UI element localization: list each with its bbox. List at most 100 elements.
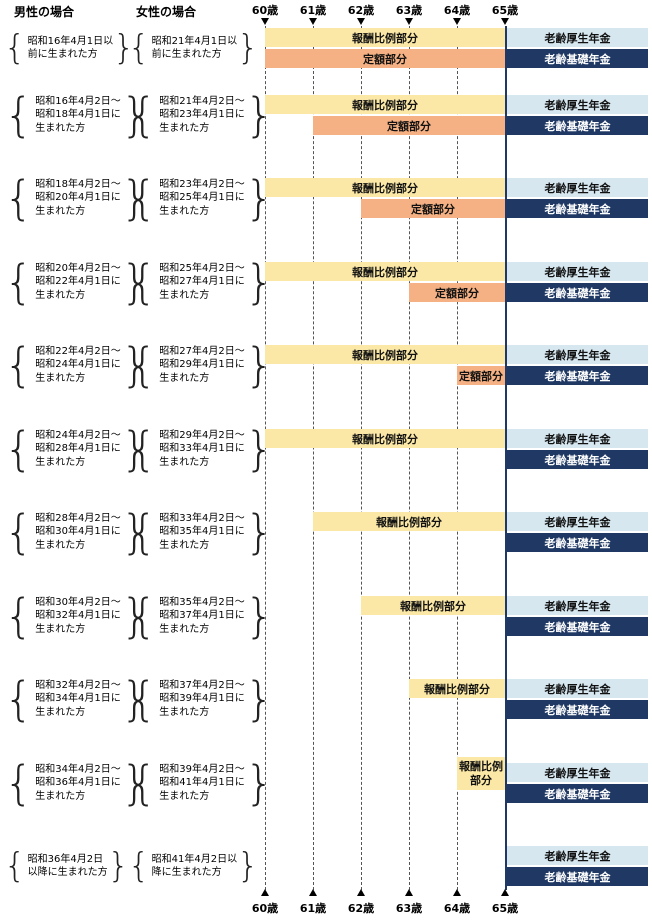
left-brace: { [4,846,26,886]
age-label-top: 61歳 [299,4,327,17]
male-cohort: { 昭和18年4月2日〜 昭和20年4月1日に 生まれた方 } [4,171,150,225]
basic-pension-bar: 老齢基礎年金 [507,450,648,469]
male-cohort: { 昭和16年4月2日〜 昭和18年4月1日に 生まれた方 } [4,88,150,142]
fixed-portion-label: 定額部分 [363,52,407,66]
left-brace: { [128,88,158,142]
employees-pension-label: 老齢厚生年金 [544,31,611,45]
female-cohort: { 昭和21年4月2日〜 昭和23年4月1日に 生まれた方 } [128,88,274,142]
age-gridline [265,26,266,890]
basic-pension-label: 老齢基礎年金 [544,787,611,801]
female-column-header: 女性の場合 [136,5,197,19]
triangle-up-icon [260,889,269,896]
female-cohort: { 昭和21年4月1日以 前に生まれた方 } [128,31,259,65]
earnings-portion-bar: 報酬比例部分 [265,95,505,114]
earnings-portion-label: 報酬比例部分 [352,31,418,45]
left-brace: { [4,171,34,225]
female-cohort-label: 昭和41年4月2日以 降に生まれた方 [151,853,238,878]
cohort-row: { 昭和30年4月2日〜 昭和32年4月1日に 生まれた方 } { 昭和35年4… [0,589,652,643]
left-brace: { [4,756,34,810]
male-cohort-label: 昭和36年4月2日 以降に生まれた方 [27,853,108,878]
male-cohort: { 昭和34年4月2日〜 昭和36年4月1日に 生まれた方 } [4,756,150,810]
triangle-down-icon [260,18,269,25]
female-cohort-label: 昭和21年4月2日〜 昭和23年4月1日に 生まれた方 [159,96,245,134]
basic-pension-label: 老齢基礎年金 [544,52,611,66]
female-cohort-label: 昭和23年4月2日〜 昭和25年4月1日に 生まれた方 [159,179,245,217]
employees-pension-label: 老齢厚生年金 [544,599,611,613]
male-cohort: { 昭和28年4月2日〜 昭和30年4月1日に 生まれた方 } [4,509,150,555]
basic-pension-bar: 老齢基礎年金 [507,366,648,385]
male-cohort-label: 昭和28年4月2日〜 昭和30年4月1日に 生まれた方 [35,513,121,551]
fixed-portion-bar: 定額部分 [409,283,505,302]
female-cohort-label: 昭和33年4月2日〜 昭和35年4月1日に 生まれた方 [159,513,245,551]
employees-pension-label: 老齢厚生年金 [544,432,611,446]
left-brace: { [4,28,26,68]
left-brace: { [128,255,158,309]
right-brace: } [244,589,275,643]
left-brace: { [4,88,34,142]
female-cohort: { 昭和37年4月2日〜 昭和39年4月1日に 生まれた方 } [128,676,274,722]
employees-pension-bar: 老齢厚生年金 [507,763,648,782]
male-cohort: { 昭和32年4月2日〜 昭和34年4月1日に 生まれた方 } [4,672,150,726]
triangle-down-icon [500,18,509,25]
age-label-top: 64歳 [443,4,471,17]
left-brace: { [4,255,34,309]
employees-pension-label: 老齢厚生年金 [544,849,611,863]
triangle-down-icon [308,18,317,25]
age-65-line [505,26,507,890]
earnings-portion-bar: 報酬比例部分 [457,757,505,790]
right-brace: } [113,28,135,68]
left-brace: { [4,422,34,476]
employees-pension-bar: 老齢厚生年金 [507,178,648,197]
right-brace: } [120,589,151,643]
basic-pension-bar: 老齢基礎年金 [507,49,648,68]
earnings-portion-label: 報酬比例部分 [352,265,418,279]
age-label-top: 63歳 [395,4,423,17]
right-brace: } [237,846,259,886]
fixed-portion-label: 定額部分 [459,369,503,383]
fixed-portion-bar: 定額部分 [361,199,505,218]
male-cohort-label: 昭和30年4月2日〜 昭和32年4月1日に 生まれた方 [35,597,121,635]
female-cohort-label: 昭和25年4月2日〜 昭和27年4月1日に 生まれた方 [159,263,245,301]
right-brace: } [120,672,151,726]
earnings-portion-label: 報酬比例部分 [400,599,466,613]
female-cohort-label: 昭和21年4月1日以 前に生まれた方 [151,35,238,60]
cohort-row: { 昭和24年4月2日〜 昭和28年4月1日に 生まれた方 } { 昭和29年4… [0,422,652,476]
male-cohort: { 昭和16年4月1日以 前に生まれた方 } [4,28,135,68]
right-brace: } [120,422,151,476]
earnings-portion-bar: 報酬比例部分 [265,262,505,281]
fixed-portion-bar: 定額部分 [265,49,505,68]
male-cohort: { 昭和22年4月2日〜 昭和24年4月1日に 生まれた方 } [4,342,150,388]
age-gridline [361,26,362,890]
right-brace: } [120,255,151,309]
triangle-down-icon [404,18,413,25]
right-brace: } [244,756,275,810]
female-cohort: { 昭和35年4月2日〜 昭和37年4月1日に 生まれた方 } [128,593,274,639]
female-cohort: { 昭和39年4月2日〜 昭和41年4月1日に 生まれた方 } [128,760,274,806]
left-brace: { [4,672,34,726]
employees-pension-bar: 老齢厚生年金 [507,846,648,865]
earnings-portion-label: 報酬比例部分 [352,348,418,362]
cohort-row: { 昭和34年4月2日〜 昭和36年4月1日に 生まれた方 } { 昭和39年4… [0,756,652,810]
employees-pension-bar: 老齢厚生年金 [507,28,648,47]
age-label-bottom: 64歳 [443,902,471,915]
earnings-portion-label: 報酬比例部分 [459,759,503,787]
earnings-portion-bar: 報酬比例部分 [265,345,505,364]
employees-pension-bar: 老齢厚生年金 [507,429,648,448]
right-brace: } [120,505,151,559]
right-brace: } [107,846,130,886]
employees-pension-bar: 老齢厚生年金 [507,679,648,698]
earnings-portion-label: 報酬比例部分 [352,181,418,195]
basic-pension-label: 老齢基礎年金 [544,119,611,133]
cohort-row: { 昭和32年4月2日〜 昭和34年4月1日に 生まれた方 } { 昭和37年4… [0,672,652,726]
earnings-portion-bar: 報酬比例部分 [265,178,505,197]
right-brace: } [120,88,151,142]
cohort-row: { 昭和16年4月1日以 前に生まれた方 } { 昭和21年4月1日以 前に生ま… [0,28,652,68]
earnings-portion-label: 報酬比例部分 [352,432,418,446]
left-brace: { [128,846,150,886]
earnings-portion-bar: 報酬比例部分 [265,429,505,448]
age-label-top: 65歳 [491,4,519,17]
fixed-portion-label: 定額部分 [411,202,455,216]
